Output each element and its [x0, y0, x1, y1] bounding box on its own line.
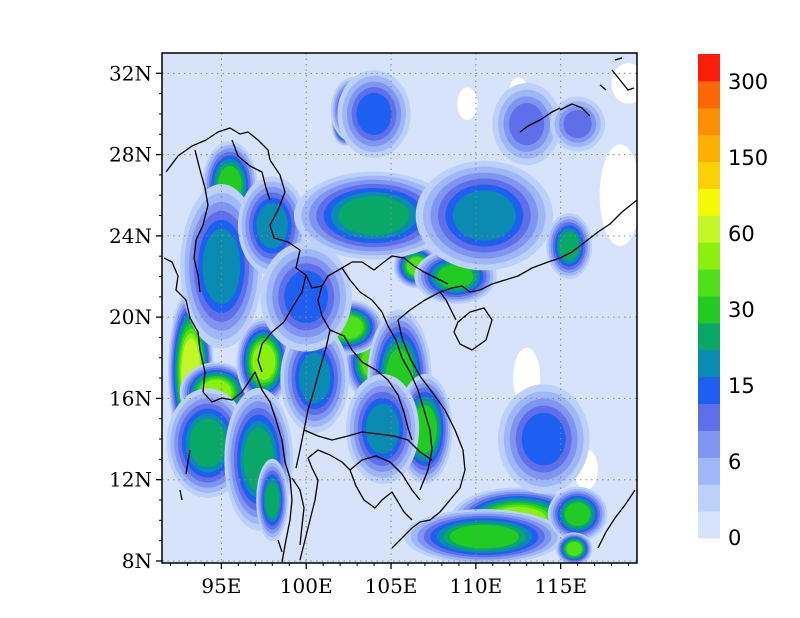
rain-contour	[189, 418, 227, 468]
rain-contour	[265, 481, 280, 519]
plot-frame	[161, 52, 638, 564]
rain-contour	[256, 203, 289, 249]
colorbar-label: 150	[728, 146, 768, 170]
y-tick-label: 32N	[109, 61, 152, 85]
colorbar-label: 300	[728, 70, 768, 94]
rain-contour	[521, 412, 566, 466]
colorbar-swatch	[698, 161, 720, 189]
y-tick-label: 12N	[109, 468, 152, 492]
y-tick-label: 28N	[109, 143, 152, 167]
y-axis: 8N 12N 16N 20N 24N 28N 32N	[109, 61, 162, 573]
rain-contour	[356, 92, 392, 136]
colorbar-swatch	[698, 430, 720, 458]
rain-contour	[452, 190, 516, 241]
colorbar-swatch	[698, 269, 720, 297]
colorbar-swatch	[698, 107, 720, 136]
colorbar-swatch	[698, 457, 720, 485]
colorbar-swatch	[698, 242, 720, 270]
colorbar-label: 60	[728, 222, 755, 246]
rain-contour	[566, 541, 582, 556]
rain-contour	[252, 343, 276, 381]
rain-contour	[437, 264, 474, 289]
precipitation-field	[162, 53, 637, 563]
colorbar-swatch	[698, 511, 720, 539]
y-tick-label: 24N	[109, 224, 152, 248]
colorbar-swatch	[698, 403, 720, 431]
rain-contour	[298, 352, 331, 404]
dry-region	[457, 87, 478, 121]
dry-region	[599, 144, 637, 247]
colorbar-label: 30	[728, 298, 755, 322]
x-tick-label: 110E	[449, 574, 502, 598]
y-tick-label: 20N	[109, 305, 152, 329]
colorbar-swatch	[698, 322, 720, 351]
colorbar-swatch	[698, 376, 720, 405]
colorbar-swatch	[698, 54, 720, 82]
rain-contour	[564, 502, 591, 527]
rain-contour	[365, 403, 400, 455]
colorbar-swatch	[698, 80, 720, 109]
colorbar-label: 6	[728, 450, 741, 474]
colorbar-swatch	[698, 215, 720, 243]
colorbar-swatch	[698, 349, 720, 378]
x-tick-label: 100E	[280, 574, 333, 598]
rain-contour	[563, 110, 592, 139]
y-tick-label: 8N	[122, 549, 152, 573]
rain-contour	[449, 524, 519, 549]
x-axis: 95E 100E 105E 110E 115E	[169, 563, 630, 598]
y-tick-label: 16N	[109, 386, 152, 410]
colorbar-label: 15	[728, 374, 755, 398]
coastline-and-borders	[163, 57, 637, 563]
colorbar-swatch	[698, 296, 720, 324]
colorbar-swatch	[698, 484, 720, 512]
x-tick-label: 105E	[365, 574, 418, 598]
rain-contour	[509, 103, 545, 146]
colorbar-label: 0	[728, 526, 741, 550]
x-tick-label: 95E	[201, 574, 241, 598]
colorbar: 0 6 15 30 60 150 300	[698, 54, 768, 550]
rain-contour	[559, 231, 580, 261]
x-tick-label: 115E	[534, 574, 587, 598]
rain-contour	[202, 228, 241, 305]
rain-contour	[284, 270, 329, 324]
colorbar-swatch	[698, 134, 720, 163]
rain-contour	[338, 196, 410, 235]
colorbar-swatch	[698, 188, 720, 216]
